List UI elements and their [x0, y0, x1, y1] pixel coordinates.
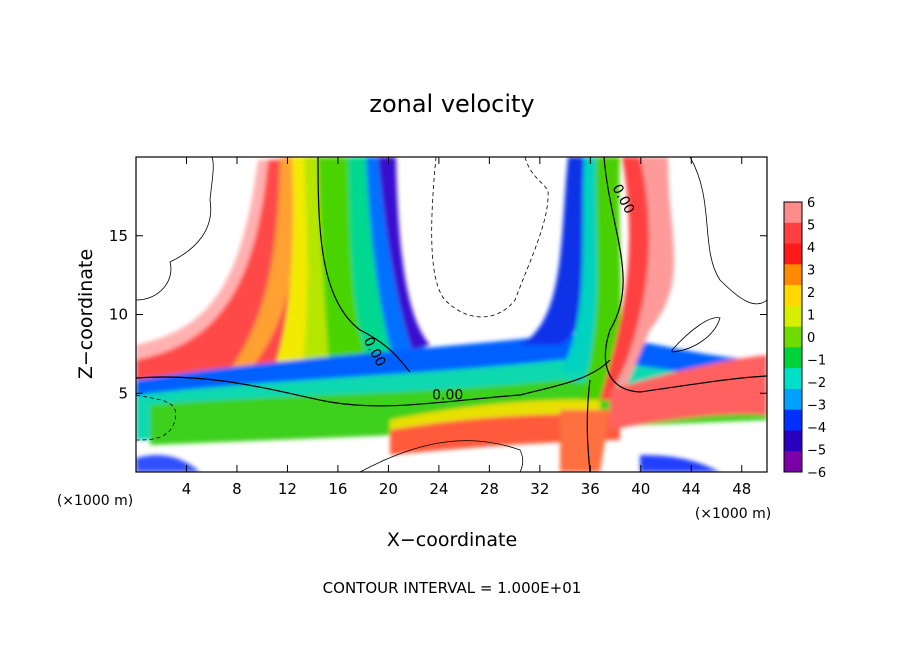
colorbar-label: 3 — [807, 264, 815, 279]
colorbar-swatch — [784, 430, 802, 452]
colorbar-label: −4 — [807, 421, 826, 436]
colorbar-label: −3 — [807, 399, 826, 414]
y-axis-title: Z−coordinate — [75, 249, 97, 379]
x-tick-label: 4 — [182, 480, 192, 498]
x-tick-label: 28 — [480, 480, 499, 498]
colorbar-label: 5 — [807, 219, 815, 234]
colorbar-label: −1 — [807, 354, 826, 369]
contour-zero-right — [603, 157, 767, 393]
field-band-right-green — [580, 157, 622, 400]
colorbar-label: −5 — [807, 444, 826, 459]
colorbar-swatch — [784, 326, 802, 348]
colorbar-swatch — [784, 368, 802, 390]
y-tick-label: 15 — [109, 227, 128, 245]
contour-field — [136, 157, 767, 472]
x-tick-label: 24 — [429, 480, 448, 498]
field-band-teal — [348, 157, 410, 365]
field-band-right-low — [610, 355, 767, 430]
y-tick-label: 10 — [109, 306, 128, 324]
contour-zero-left — [317, 157, 411, 373]
x-tick-label: 12 — [278, 480, 297, 498]
colorbar-label: 6 — [807, 196, 815, 211]
colorbar-label: 1 — [807, 309, 815, 324]
x-tick-label: 8 — [232, 480, 242, 498]
contour-dashed-center — [431, 157, 549, 318]
colorbar-label: −2 — [807, 376, 826, 391]
field-band-orange — [230, 157, 300, 370]
x-tick-label: 16 — [328, 480, 347, 498]
y-axis: 5 10 15 — [109, 227, 767, 402]
x-unit-right: (×1000 m) — [695, 506, 771, 522]
x-unit-left: (×1000 m) — [57, 493, 133, 509]
colorbar-label: −6 — [807, 466, 826, 481]
x-tick-label: 44 — [682, 480, 701, 498]
contour-thin-bottom — [359, 440, 524, 472]
field-band-bottom-blue — [640, 455, 720, 472]
contour-zero-trunk — [586, 379, 591, 472]
field-band-right-teal — [560, 157, 606, 372]
contour-thin-loop — [671, 317, 721, 353]
colorbar-label: 2 — [807, 286, 815, 301]
x-axis: 4 8 12 16 20 24 28 32 36 40 44 48 — [182, 157, 751, 498]
x-axis-title: X−coordinate — [387, 529, 517, 551]
chart-title: zonal velocity — [369, 90, 534, 118]
colorbar-frame — [783, 201, 803, 473]
x-tick-label: 48 — [732, 480, 751, 498]
colorbar-swatch — [784, 285, 802, 307]
colorbar: 6 5 4 3 2 1 0 −1 −2 −3 −4 −5 −6 — [783, 196, 826, 481]
field-band-yellow — [270, 157, 317, 380]
field-band-bottom-left — [136, 455, 200, 472]
colorbar-swatch — [784, 264, 802, 286]
colorbar-swatch — [784, 243, 802, 265]
contour-thin-topleft — [136, 157, 214, 301]
contour-thin-right — [689, 157, 767, 305]
contour-zero-lower — [136, 359, 611, 407]
y-tick-label: 5 — [118, 384, 128, 402]
colorbar-swatch — [784, 388, 802, 411]
field-band-right-blue — [520, 157, 598, 345]
field-band-right-trunk — [560, 410, 610, 472]
colorbar-swatch — [784, 202, 802, 224]
colorbar-label: 4 — [807, 241, 815, 256]
contour-interval-note: CONTOUR INTERVAL = 1.000E+01 — [323, 579, 582, 597]
colorbar-swatch — [784, 409, 802, 431]
x-tick-label: 32 — [530, 480, 549, 498]
colorbar-swatch — [784, 222, 802, 244]
colorbar-swatch — [784, 451, 802, 473]
x-tick-label: 40 — [631, 480, 650, 498]
field-band-right-pink — [612, 157, 675, 400]
contour-label: 0.00 — [432, 388, 463, 404]
field-band-blue — [366, 157, 430, 362]
colorbar-label: 0 — [807, 331, 815, 346]
field-band-indigo — [378, 157, 430, 350]
x-tick-label: 20 — [379, 480, 398, 498]
x-tick-label: 36 — [581, 480, 600, 498]
contour-dashed-lowleft — [136, 394, 177, 441]
colorbar-swatch — [784, 305, 802, 328]
colorbar-swatch — [784, 347, 802, 369]
